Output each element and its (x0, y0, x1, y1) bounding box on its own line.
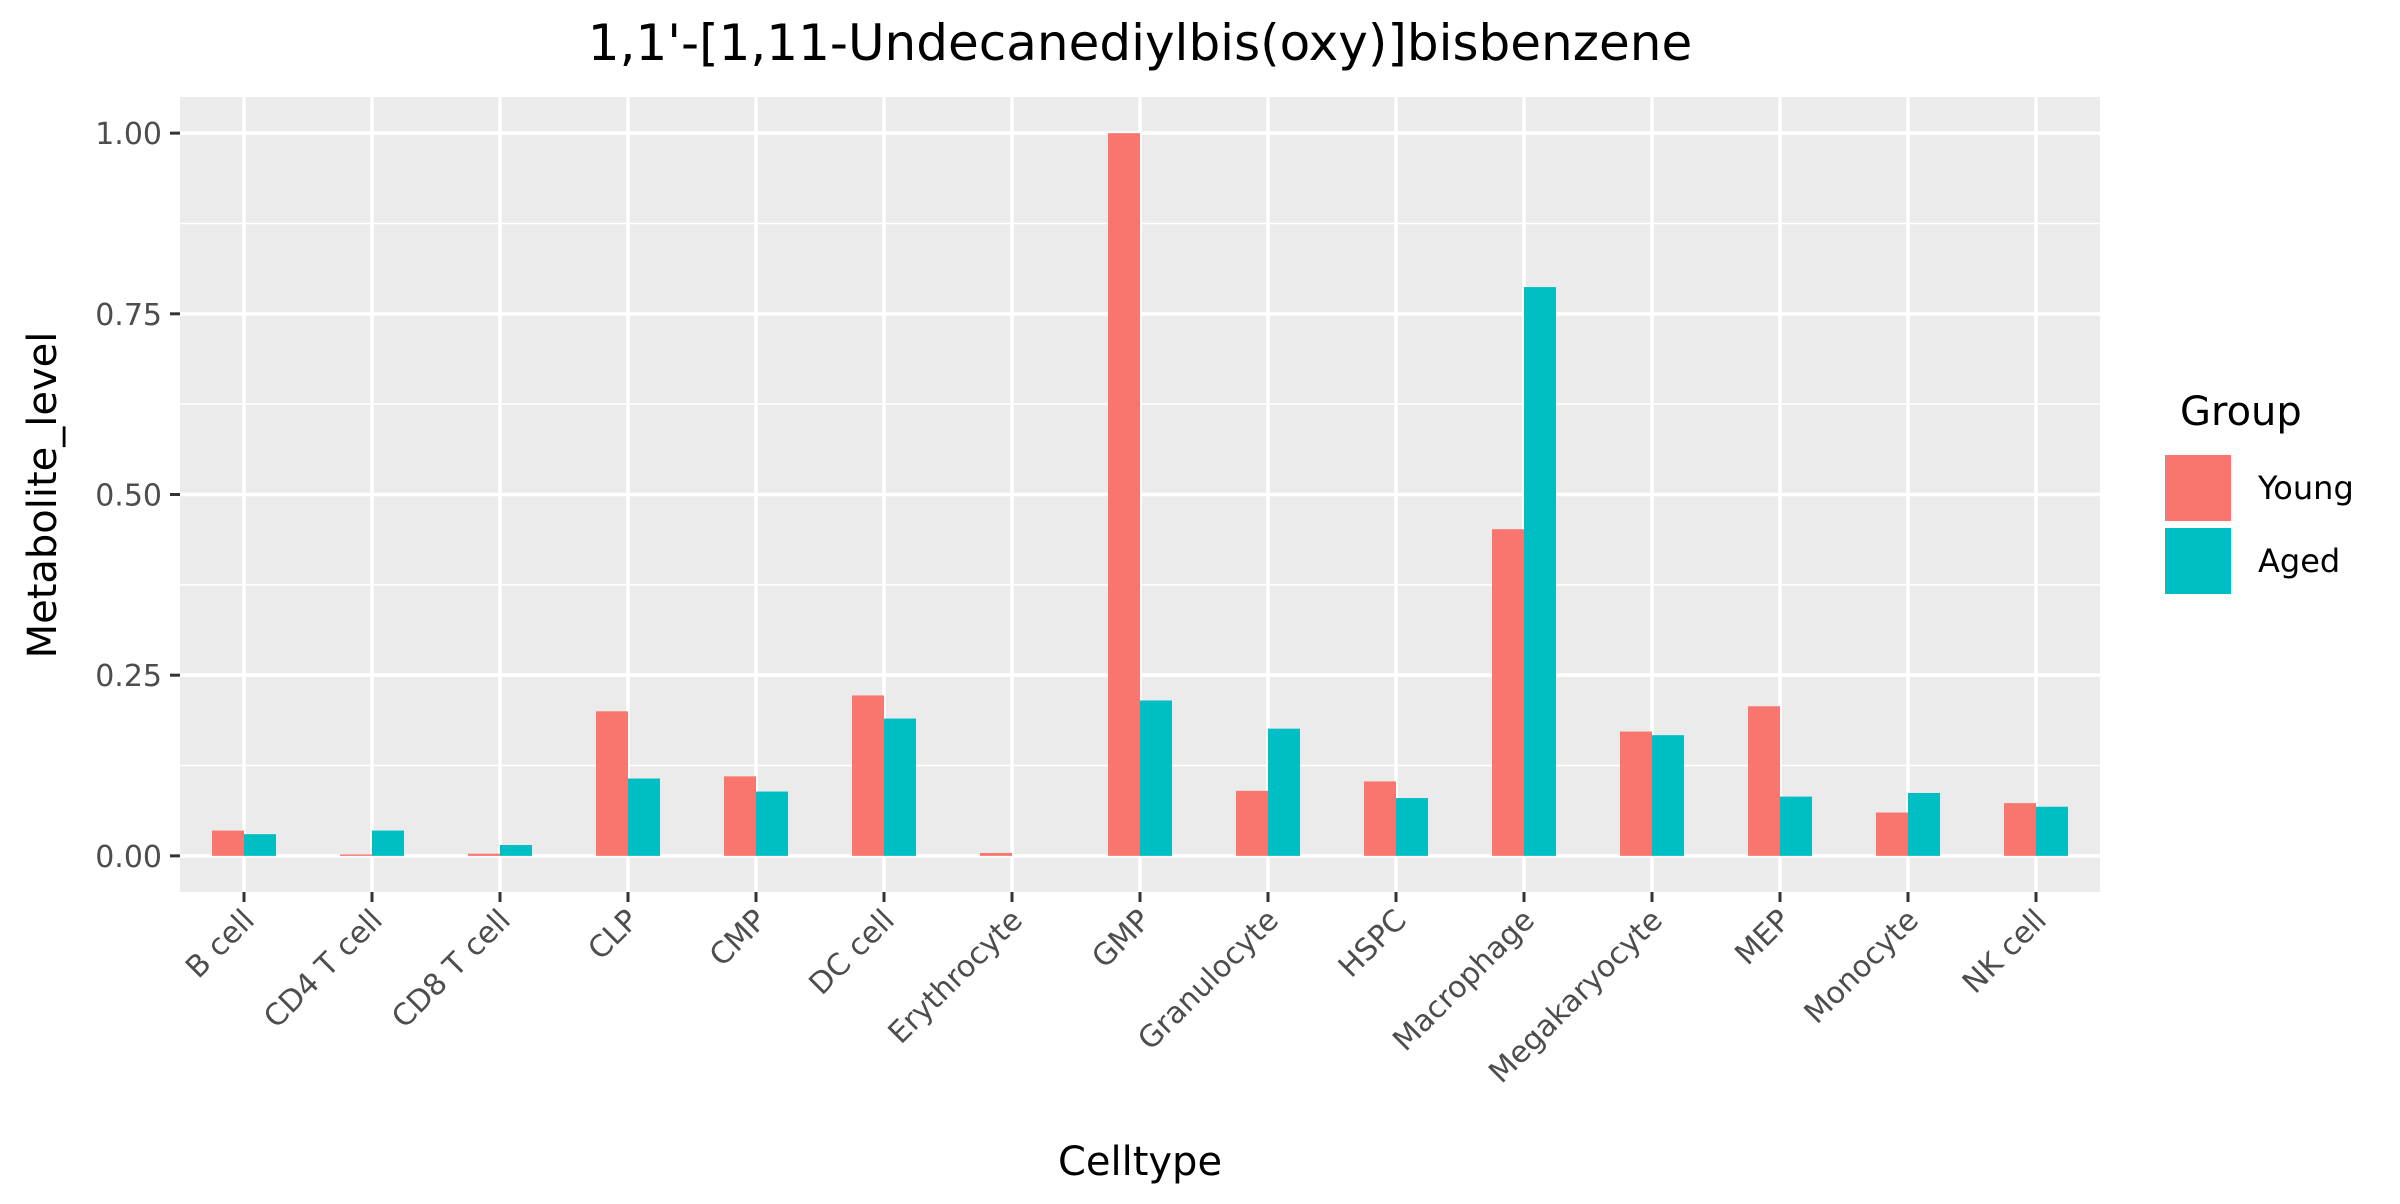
bar-aged (500, 845, 532, 856)
x-tick-label: Monocyte (1798, 903, 1926, 1031)
x-tick-label: CD8 T cell (385, 903, 517, 1035)
y-tick-label: 1.00 (95, 117, 162, 152)
x-tick-label: CLP (581, 903, 645, 967)
y-tick-label: 0.50 (95, 479, 162, 514)
bar-aged (1652, 735, 1684, 856)
bar-aged (628, 778, 660, 856)
x-tick-label: B cell (179, 903, 262, 986)
y-tick-label: 0.00 (95, 840, 162, 875)
bar-aged (372, 830, 404, 856)
bar-young (1620, 731, 1652, 856)
bar-young (1108, 133, 1140, 856)
x-tick-label: CD4 T cell (257, 903, 389, 1035)
x-tick-label: HSPC (1332, 903, 1414, 985)
bar-young (596, 711, 628, 856)
bar-young (1492, 529, 1524, 856)
legend-swatch-aged (2165, 528, 2231, 594)
y-axis: 0.00 0.25 0.50 0.75 1.00 (95, 117, 180, 875)
bar-young (340, 854, 372, 856)
bar-aged (884, 718, 916, 856)
bar-young (468, 853, 500, 856)
legend-label-aged: Aged (2258, 542, 2340, 580)
chart-title: 1,1'-[1,11-Undecanediylbis(oxy)]bisbenze… (588, 14, 1692, 72)
x-tick-label: DC cell (803, 903, 902, 1002)
x-tick-label: MEP (1728, 903, 1797, 972)
bar-young (724, 776, 756, 856)
y-tick-label: 0.25 (95, 659, 162, 694)
x-tick-label: CMP (703, 903, 774, 974)
bar-aged (1780, 796, 1812, 856)
legend: Group Young Aged (2165, 389, 2354, 594)
bar-aged (1268, 728, 1300, 856)
bar-young (2004, 803, 2036, 856)
x-tick-label: GMP (1085, 903, 1157, 975)
bar-aged (1140, 700, 1172, 856)
x-tick-label: NK cell (1956, 903, 2054, 1001)
bar-young (1364, 781, 1396, 856)
bars (212, 133, 2068, 856)
bar-young (1748, 706, 1780, 856)
bar-young (980, 852, 1012, 856)
legend-label-young: Young (2257, 469, 2354, 507)
bar-aged (1908, 792, 1940, 856)
bar-young (1876, 812, 1908, 856)
y-tick-label: 0.75 (95, 298, 162, 333)
x-tick-label: Erythrocyte (882, 903, 1030, 1051)
legend-swatch-young (2165, 455, 2231, 521)
bar-young (212, 830, 244, 856)
bar-young (852, 695, 884, 856)
legend-title: Group (2180, 389, 2302, 435)
y-axis-title: Metabolite_level (20, 332, 66, 659)
bar-aged (2036, 806, 2068, 856)
bar-aged (1524, 287, 1556, 856)
bar-young (1236, 790, 1268, 856)
bar-aged (756, 791, 788, 856)
x-axis-title: Celltype (1058, 1139, 1222, 1185)
bar-aged (244, 834, 276, 856)
bar-aged (1396, 798, 1428, 856)
